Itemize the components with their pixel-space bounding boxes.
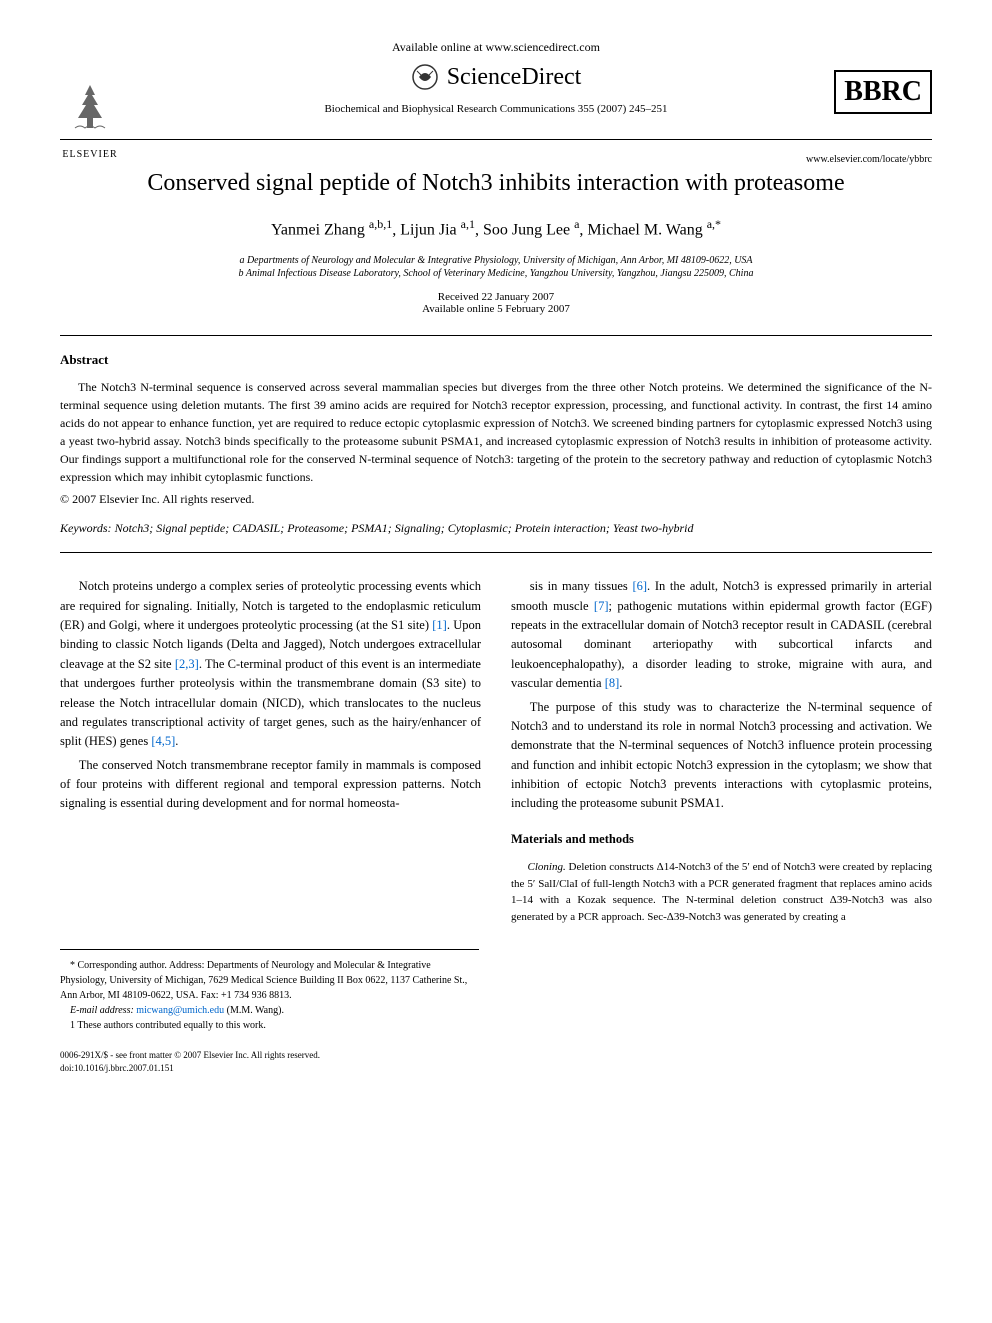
footnotes: * Corresponding author. Address: Departm… <box>60 949 479 1033</box>
abstract-copyright: © 2007 Elsevier Inc. All rights reserved… <box>60 492 932 507</box>
affiliation-a: a Departments of Neurology and Molecular… <box>60 255 932 266</box>
front-matter: 0006-291X/$ - see front matter © 2007 El… <box>60 1049 932 1062</box>
article-dates: Received 22 January 2007 Available onlin… <box>60 291 932 315</box>
email-line: E-mail address: micwang@umich.edu (M.M. … <box>60 1003 479 1018</box>
sciencedirect-logo: ScienceDirect <box>60 63 932 91</box>
body-p2: The conserved Notch transmembrane recept… <box>60 756 481 814</box>
doi: doi:10.1016/j.bbrc.2007.01.151 <box>60 1062 932 1075</box>
email-suffix: (M.M. Wang). <box>227 1005 284 1016</box>
methods-cloning: Cloning. Deletion constructs Δ14-Notch3 … <box>511 859 932 925</box>
elsevier-label: ELSEVIER <box>60 149 120 160</box>
sciencedirect-text: ScienceDirect <box>447 64 582 91</box>
keywords-text: Notch3; Signal peptide; CADASIL; Proteas… <box>115 521 694 535</box>
body-p4: The purpose of this study was to charact… <box>511 698 932 814</box>
body-p3: sis in many tissues [6]. In the adult, N… <box>511 577 932 693</box>
body-columns: Notch proteins undergo a complex series … <box>60 577 932 929</box>
keywords: Keywords: Notch3; Signal peptide; CADASI… <box>60 521 932 536</box>
abstract-heading: Abstract <box>60 352 932 368</box>
keywords-label: Keywords: <box>60 521 112 535</box>
available-date: Available online 5 February 2007 <box>60 303 932 315</box>
sciencedirect-icon <box>411 63 439 91</box>
divider <box>60 335 932 336</box>
body-p1: Notch proteins undergo a complex series … <box>60 577 481 751</box>
journal-header: ELSEVIER Available online at www.science… <box>60 40 932 140</box>
affiliation-b: b Animal Infectious Disease Laboratory, … <box>60 268 932 279</box>
body-column-left: Notch proteins undergo a complex series … <box>60 577 481 929</box>
elsevier-tree-icon <box>60 80 120 140</box>
bbrc-logo: BBRC www.elsevier.com/locate/ybbrc <box>806 70 932 165</box>
authors: Yanmei Zhang a,b,1, Lijun Jia a,1, Soo J… <box>60 217 932 239</box>
bbrc-label: BBRC <box>834 70 932 114</box>
equal-contribution: 1 These authors contributed equally to t… <box>60 1018 479 1033</box>
abstract-text: The Notch3 N-terminal sequence is conser… <box>60 378 932 486</box>
available-online-text: Available online at www.sciencedirect.co… <box>60 40 932 55</box>
corresponding-author: * Corresponding author. Address: Departm… <box>60 958 479 1003</box>
journal-url: www.elsevier.com/locate/ybbrc <box>806 154 932 165</box>
methods-heading: Materials and methods <box>511 830 932 849</box>
divider-2 <box>60 552 932 553</box>
received-date: Received 22 January 2007 <box>60 291 932 303</box>
elsevier-logo: ELSEVIER <box>60 80 120 160</box>
email-label: E-mail address: <box>70 1005 134 1016</box>
email-address[interactable]: micwang@umich.edu <box>136 1005 224 1016</box>
body-column-right: sis in many tissues [6]. In the adult, N… <box>511 577 932 929</box>
affiliations: a Departments of Neurology and Molecular… <box>60 255 932 279</box>
footer-info: 0006-291X/$ - see front matter © 2007 El… <box>60 1049 932 1074</box>
journal-citation: Biochemical and Biophysical Research Com… <box>60 103 932 115</box>
article-title: Conserved signal peptide of Notch3 inhib… <box>60 170 932 197</box>
